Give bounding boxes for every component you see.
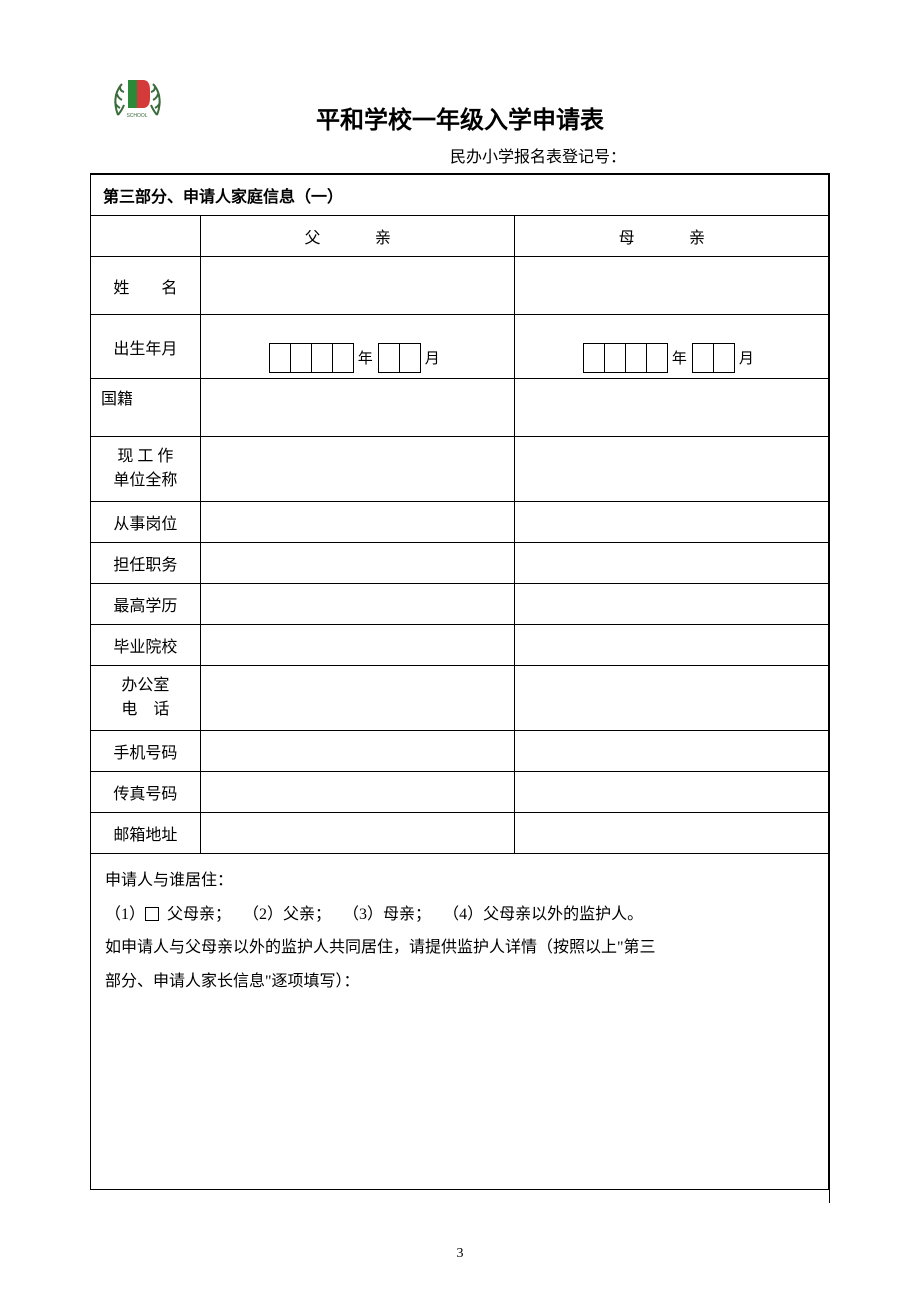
office-tel-label-l2: 电 话: [101, 698, 190, 722]
fax-label: 传真号码: [91, 772, 201, 813]
father-birth-field[interactable]: 年 月: [200, 315, 514, 379]
opt4-label: （4）父母亲以外的监护人。: [443, 906, 643, 923]
father-office-tel-field[interactable]: [200, 666, 514, 731]
birth-label: 出生年月: [91, 315, 201, 379]
registration-number-label: 民办小学报名表登记号：: [90, 143, 830, 167]
name-label: 姓 名: [91, 257, 201, 315]
family-info-table: 第三部分、申请人家庭信息（一） 父 亲 母 亲 姓 名 出生年月 年 月 年 月: [90, 174, 829, 854]
mother-birth-field[interactable]: 年 月: [514, 315, 828, 379]
blank-label: [91, 216, 201, 257]
office-tel-label-l1: 办公室: [101, 674, 190, 698]
section-header: 第三部分、申请人家庭信息（一）: [91, 175, 829, 216]
year-label: 年: [672, 347, 687, 368]
father-column-header: 父 亲: [200, 216, 514, 257]
opt3-label: （3）母亲；: [343, 906, 431, 923]
email-label: 邮箱地址: [91, 813, 201, 854]
father-name-field[interactable]: [200, 257, 514, 315]
mother-column-header: 母 亲: [514, 216, 828, 257]
mother-education-field[interactable]: [514, 584, 828, 625]
mother-fax-field[interactable]: [514, 772, 828, 813]
residence-options: （1） 父母亲； （2）父亲； （3）母亲； （4）父母亲以外的监护人。: [105, 898, 814, 932]
father-nationality-field[interactable]: [200, 379, 514, 437]
duty-label: 担任职务: [91, 543, 201, 584]
mobile-label: 手机号码: [91, 731, 201, 772]
father-mobile-field[interactable]: [200, 731, 514, 772]
month-label: 月: [739, 347, 754, 368]
mother-school-field[interactable]: [514, 625, 828, 666]
father-fax-field[interactable]: [200, 772, 514, 813]
year-label: 年: [358, 347, 373, 368]
residence-question: 申请人与谁居住：: [105, 864, 814, 898]
father-education-field[interactable]: [200, 584, 514, 625]
mother-office-tel-field[interactable]: [514, 666, 828, 731]
father-school-field[interactable]: [200, 625, 514, 666]
school-label: 毕业院校: [91, 625, 201, 666]
mother-workplace-field[interactable]: [514, 437, 828, 502]
opt2-label: （2）父亲；: [243, 906, 331, 923]
mother-duty-field[interactable]: [514, 543, 828, 584]
office-tel-label: 办公室 电 话: [91, 666, 201, 731]
mother-nationality-field[interactable]: [514, 379, 828, 437]
mother-position-field[interactable]: [514, 502, 828, 543]
residence-note-1: 如申请人与父母亲以外的监护人共同居住，请提供监护人详情（按照以上"第三: [105, 931, 814, 965]
father-email-field[interactable]: [200, 813, 514, 854]
mother-name-field[interactable]: [514, 257, 828, 315]
father-duty-field[interactable]: [200, 543, 514, 584]
father-position-field[interactable]: [200, 502, 514, 543]
residence-section: 申请人与谁居住： （1） 父母亲； （2）父亲； （3）母亲； （4）父母亲以外…: [90, 854, 829, 1190]
position-label: 从事岗位: [91, 502, 201, 543]
page-title: 平和学校一年级入学申请表: [90, 100, 830, 135]
form-container: 第三部分、申请人家庭信息（一） 父 亲 母 亲 姓 名 出生年月 年 月 年 月: [90, 173, 830, 1203]
mother-email-field[interactable]: [514, 813, 828, 854]
residence-note-2: 部分、申请人家长信息"逐项填写）：: [105, 965, 814, 999]
month-label: 月: [425, 347, 440, 368]
nationality-label: 国籍: [91, 379, 201, 437]
page-number: 3: [457, 1246, 464, 1262]
svg-text:SCHOOL: SCHOOL: [126, 113, 147, 119]
workplace-label-l1: 现 工 作: [101, 445, 190, 469]
workplace-label: 现 工 作 单位全称: [91, 437, 201, 502]
education-label: 最高学历: [91, 584, 201, 625]
checkbox-icon[interactable]: [145, 907, 159, 921]
school-logo-icon: SCHOOL: [110, 70, 165, 125]
father-workplace-field[interactable]: [200, 437, 514, 502]
mother-mobile-field[interactable]: [514, 731, 828, 772]
opt1-label: 父母亲；: [167, 906, 231, 923]
workplace-label-l2: 单位全称: [101, 469, 190, 493]
opt1-prefix: （1）: [105, 906, 145, 923]
